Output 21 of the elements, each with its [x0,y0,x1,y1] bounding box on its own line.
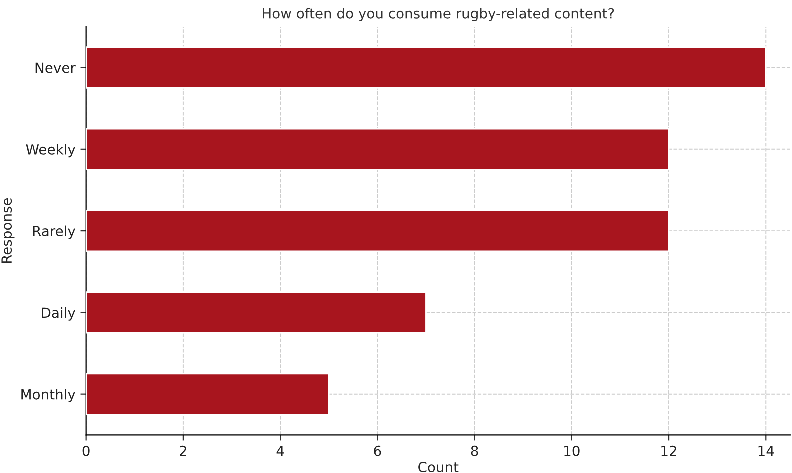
y-tick-label: Monthly [22,389,76,403]
bar [86,210,670,252]
x-tick-label: 12 [662,446,676,456]
x-tick-label: 2 [180,446,186,456]
x-tick-label: 0 [82,446,90,456]
x-axis-title: Count [418,462,459,473]
x-tick-label: 10 [564,446,580,456]
x-tick-label: 8 [471,446,478,456]
x-tick-label: 14 [758,446,774,456]
bar [86,46,767,89]
y-axis-title: Response [2,198,15,264]
bar [86,128,670,171]
y-tick-label: Rarely [33,226,76,240]
y-tick-label: Never [36,62,76,74]
x-tick-label: 4 [276,446,284,456]
x-tick-label: 6 [374,446,382,456]
y-tick-label: Daily [42,307,76,321]
bar [86,373,330,416]
y-tick-label: Weekly [26,144,76,158]
chart-title: How often do you consume rugby-related content? [263,8,614,22]
bar [86,292,427,334]
